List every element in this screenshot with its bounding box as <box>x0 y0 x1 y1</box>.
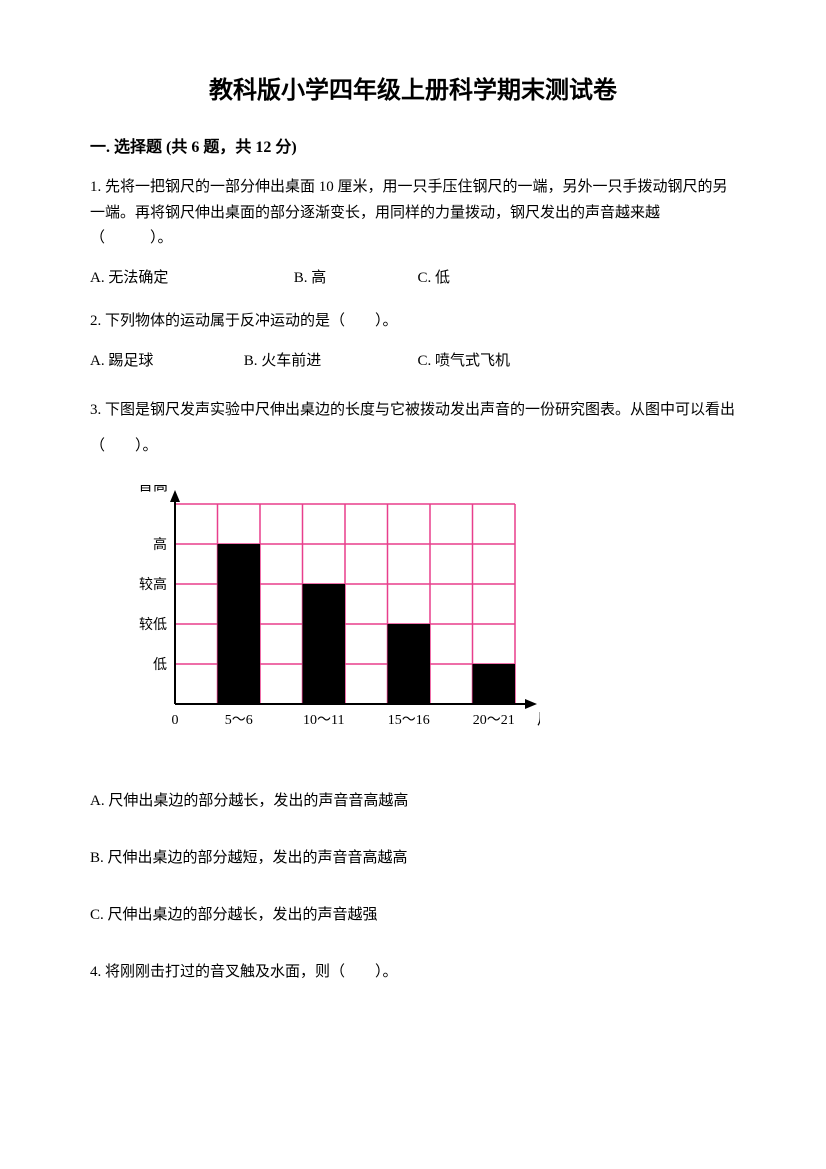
svg-text:低: 低 <box>153 657 167 673</box>
question-1-text: 1. 先将一把钢尺的一部分伸出桌面 10 厘米，用一只手压住钢尺的一端，另外一只… <box>90 175 736 252</box>
pitch-chart: 音高高较高较低低 0 5～6 10～11 15～16 20～21 尺长 (厘米) <box>110 484 736 759</box>
svg-text:5～6: 5～6 <box>225 713 253 728</box>
question-2-text: 2. 下列物体的运动属于反冲运动的是（ ）。 <box>90 309 736 335</box>
document-title: 教科版小学四年级上册科学期末测试卷 <box>90 70 736 105</box>
q3-option-a: A. 尺伸出桌边的部分越长，发出的声音音高越高 <box>90 789 736 810</box>
question-1-options: A. 无法确定 B. 高 C. 低 <box>90 266 736 292</box>
svg-text:较低: 较低 <box>139 617 167 633</box>
svg-text:15～16: 15～16 <box>388 713 430 728</box>
svg-text:较高: 较高 <box>139 576 167 593</box>
q2-option-b: B. 火车前进 <box>244 349 414 375</box>
svg-text:音高: 音高 <box>138 484 168 494</box>
question-1: 1. 先将一把钢尺的一部分伸出桌面 10 厘米，用一只手压住钢尺的一端，另外一只… <box>90 175 736 291</box>
q1-option-a: A. 无法确定 <box>90 266 290 292</box>
section-1-heading: 一. 选择题 (共 6 题，共 12 分) <box>90 133 736 157</box>
question-4-text: 4. 将刚刚击打过的音叉触及水面，则（ ）。 <box>90 960 736 981</box>
q1-option-c: C. 低 <box>418 266 451 292</box>
svg-text:10～11: 10～11 <box>303 713 344 728</box>
question-2: 2. 下列物体的运动属于反冲运动的是（ ）。 A. 踢足球 B. 火车前进 C.… <box>90 309 736 374</box>
q3-option-b: B. 尺伸出桌边的部分越短，发出的声音音高越高 <box>90 846 736 867</box>
svg-text:20～21: 20～21 <box>473 713 515 728</box>
svg-text:高: 高 <box>153 536 167 553</box>
q1-option-b: B. 高 <box>294 266 414 292</box>
bar-chart-svg: 音高高较高较低低 0 5～6 10～11 15～16 20～21 尺长 (厘米) <box>110 484 540 754</box>
svg-text:尺长 (厘米): 尺长 (厘米) <box>537 711 540 728</box>
question-3-text: 3. 下图是钢尺发声实验中尺伸出桌边的长度与它被拨动发出声音的一份研究图表。从图… <box>90 392 736 464</box>
q2-option-c: C. 喷气式飞机 <box>418 349 511 375</box>
q3-option-c: C. 尺伸出桌边的部分越长，发出的声音越强 <box>90 903 736 924</box>
q2-option-a: A. 踢足球 <box>90 349 240 375</box>
question-3: 3. 下图是钢尺发声实验中尺伸出桌边的长度与它被拨动发出声音的一份研究图表。从图… <box>90 392 736 464</box>
svg-text:0: 0 <box>172 713 179 728</box>
question-2-options: A. 踢足球 B. 火车前进 C. 喷气式飞机 <box>90 349 736 375</box>
